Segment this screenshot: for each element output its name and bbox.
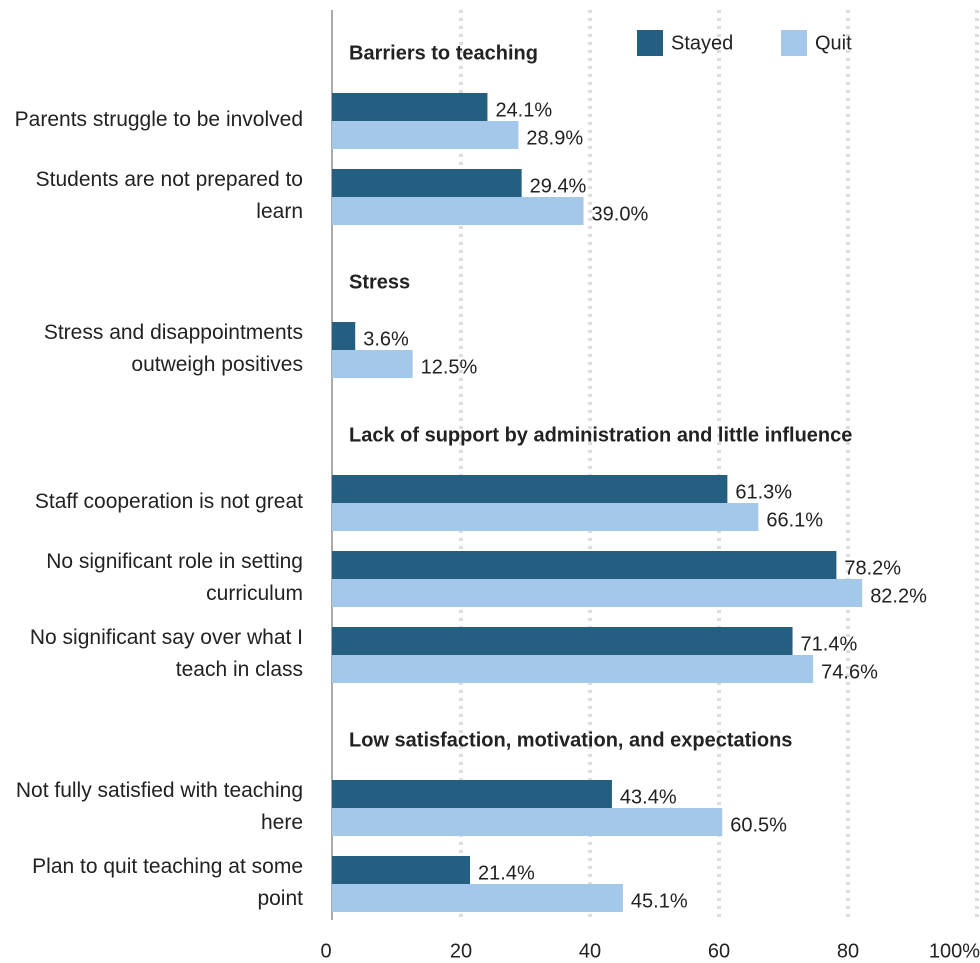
bar (332, 93, 488, 121)
bar (332, 655, 814, 683)
x-tick-label: 0 (320, 940, 331, 962)
value-label: 78.2% (844, 557, 901, 579)
x-tick-label: 60 (708, 940, 730, 962)
category-label: Not fully satisfied with teaching here (15, 779, 303, 834)
x-tick-label: 100% (929, 940, 980, 962)
bar (332, 503, 759, 531)
value-label: 45.1% (631, 890, 688, 912)
x-tick-label: 40 (579, 940, 601, 962)
legend-swatch (637, 30, 663, 56)
category-label: Staff cooperation is not great (34, 490, 303, 513)
bar (332, 627, 793, 655)
bar (332, 197, 584, 225)
category-label: Stress and disappointments outweigh posi… (43, 321, 303, 376)
value-label: 28.9% (526, 127, 583, 149)
bar (332, 780, 612, 808)
value-label: 74.6% (821, 661, 878, 683)
value-label: 61.3% (735, 481, 792, 503)
legend-swatch (781, 30, 807, 56)
value-label: 21.4% (478, 862, 535, 884)
category-label: No significant say over what I teach in … (29, 626, 303, 681)
value-label: 43.4% (620, 786, 677, 808)
category-label: No significant role in setting curriculu… (46, 550, 303, 605)
value-label: 39.0% (592, 203, 649, 225)
value-label: 82.2% (870, 585, 927, 607)
category-label: Students are not prepared to learn (35, 168, 303, 223)
bar (332, 884, 623, 912)
bar (332, 475, 728, 503)
legend-label: Stayed (671, 32, 733, 54)
bar (332, 121, 519, 149)
bar (332, 322, 356, 350)
value-label: 29.4% (530, 175, 587, 197)
value-label: 24.1% (495, 99, 552, 121)
section-title: Stress (349, 271, 410, 293)
legend-label: Quit (815, 32, 852, 54)
value-label: 66.1% (766, 509, 823, 531)
category-label: Plan to quit teaching at some point (32, 855, 303, 910)
x-tick-label: 80 (837, 940, 859, 962)
section-title: Lack of support by administration and li… (349, 424, 852, 446)
value-label: 60.5% (730, 814, 787, 836)
x-tick-label: 20 (450, 940, 472, 962)
bar (332, 169, 522, 197)
bar (332, 856, 471, 884)
bar (332, 551, 837, 579)
value-label: 12.5% (421, 356, 478, 378)
value-label: 3.6% (363, 328, 409, 350)
section-title: Barriers to teaching (349, 42, 538, 64)
section-title: Low satisfaction, motivation, and expect… (349, 729, 792, 751)
bar (332, 579, 863, 607)
category-label: Parents struggle to be involved (14, 108, 303, 131)
value-label: 71.4% (801, 633, 858, 655)
bar (332, 808, 723, 836)
bar (332, 350, 413, 378)
